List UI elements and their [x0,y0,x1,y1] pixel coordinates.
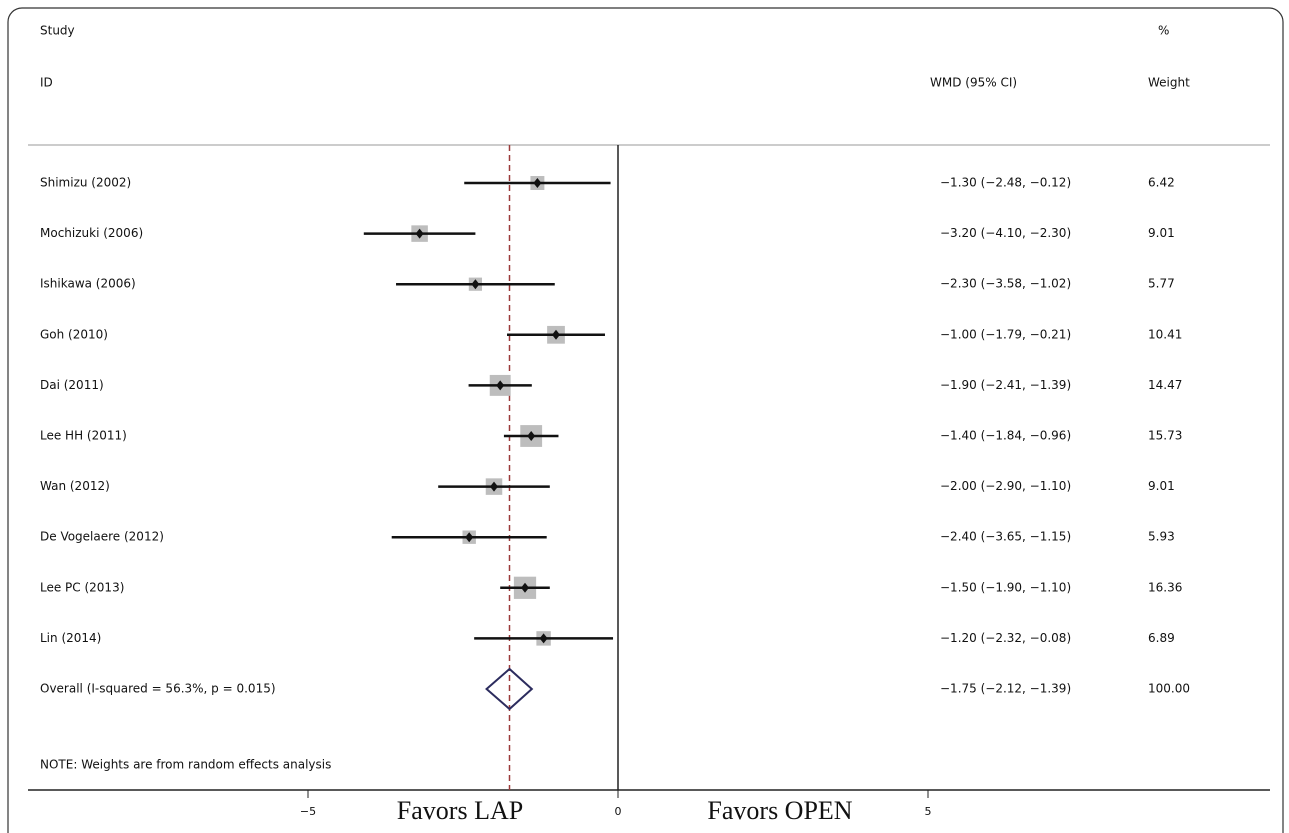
ci-label: −2.00 (−2.90, −1.10) [940,479,1071,493]
study-label: Wan (2012) [40,479,110,493]
overall-ci-label: −1.75 (−2.12, −1.39) [940,682,1071,696]
ci-label: −1.00 (−1.79, −0.21) [940,327,1071,341]
overall-diamond [485,667,534,711]
frame [7,7,1284,833]
weight-label: 9.01 [1148,479,1175,493]
ci-label: −1.90 (−2.41, −1.39) [940,378,1071,392]
ci-label: −2.40 (−3.65, −1.15) [940,530,1071,544]
weight-label: 5.93 [1148,530,1175,544]
point-estimate [552,329,560,340]
study-label: Lin (2014) [40,631,101,645]
study-label: Ishikawa (2006) [40,277,136,291]
x-tick-label: 5 [925,805,932,818]
overall-label: Overall (I-squared = 56.3%, p = 0.015) [40,682,276,696]
weight-label: 10.41 [1148,327,1182,341]
study-label: Lee PC (2013) [40,580,124,594]
study-label: Mochizuki (2006) [40,226,143,240]
point-estimate [496,380,505,391]
ci-label: −3.20 (−4.10, −2.30) [940,226,1071,240]
point-estimate [521,582,529,593]
point-estimate [533,178,542,188]
point-estimate [471,279,480,290]
ci-label: −2.30 (−3.58, −1.02) [940,277,1071,291]
overall-weight-label: 100.00 [1148,682,1190,696]
weight-label: 6.42 [1148,176,1175,190]
point-estimate [539,633,548,644]
study-label: De Vogelaere (2012) [40,530,164,544]
study-label: Lee HH (2011) [40,429,127,443]
ci-label: −1.50 (−1.90, −1.10) [940,580,1071,594]
point-estimate [490,481,498,492]
study-label: Dai (2011) [40,378,104,392]
weight-label: 9.01 [1148,226,1175,240]
study-label: Goh (2010) [40,327,108,341]
ci-label: −1.20 (−2.32, −0.08) [940,631,1071,645]
weight-label: 5.77 [1148,277,1175,291]
weight-label: 16.36 [1148,580,1182,594]
x-tick-label: 0 [615,805,622,818]
x-label-left: Favors LAP [397,796,523,825]
weight-label: 6.89 [1148,631,1175,645]
x-label-right: Favors OPEN [707,796,852,825]
header-pct: % [1158,24,1169,38]
point-estimate [415,228,424,239]
header-ci: WMD (95% CI) [930,76,1017,90]
study-label: Shimizu (2002) [40,176,131,190]
header-study: Study [40,24,75,38]
weight-label: 15.73 [1148,429,1182,443]
header-id: ID [40,76,53,90]
ci-label: −1.30 (−2.48, −0.12) [940,176,1071,190]
header-weight: Weight [1148,76,1190,90]
note: NOTE: Weights are from random effects an… [40,758,331,772]
point-estimate [465,532,474,543]
x-tick-label: −5 [300,805,316,818]
weight-label: 14.47 [1148,378,1182,392]
ci-label: −1.40 (−1.84, −0.96) [940,429,1071,443]
point-estimate [527,431,536,441]
